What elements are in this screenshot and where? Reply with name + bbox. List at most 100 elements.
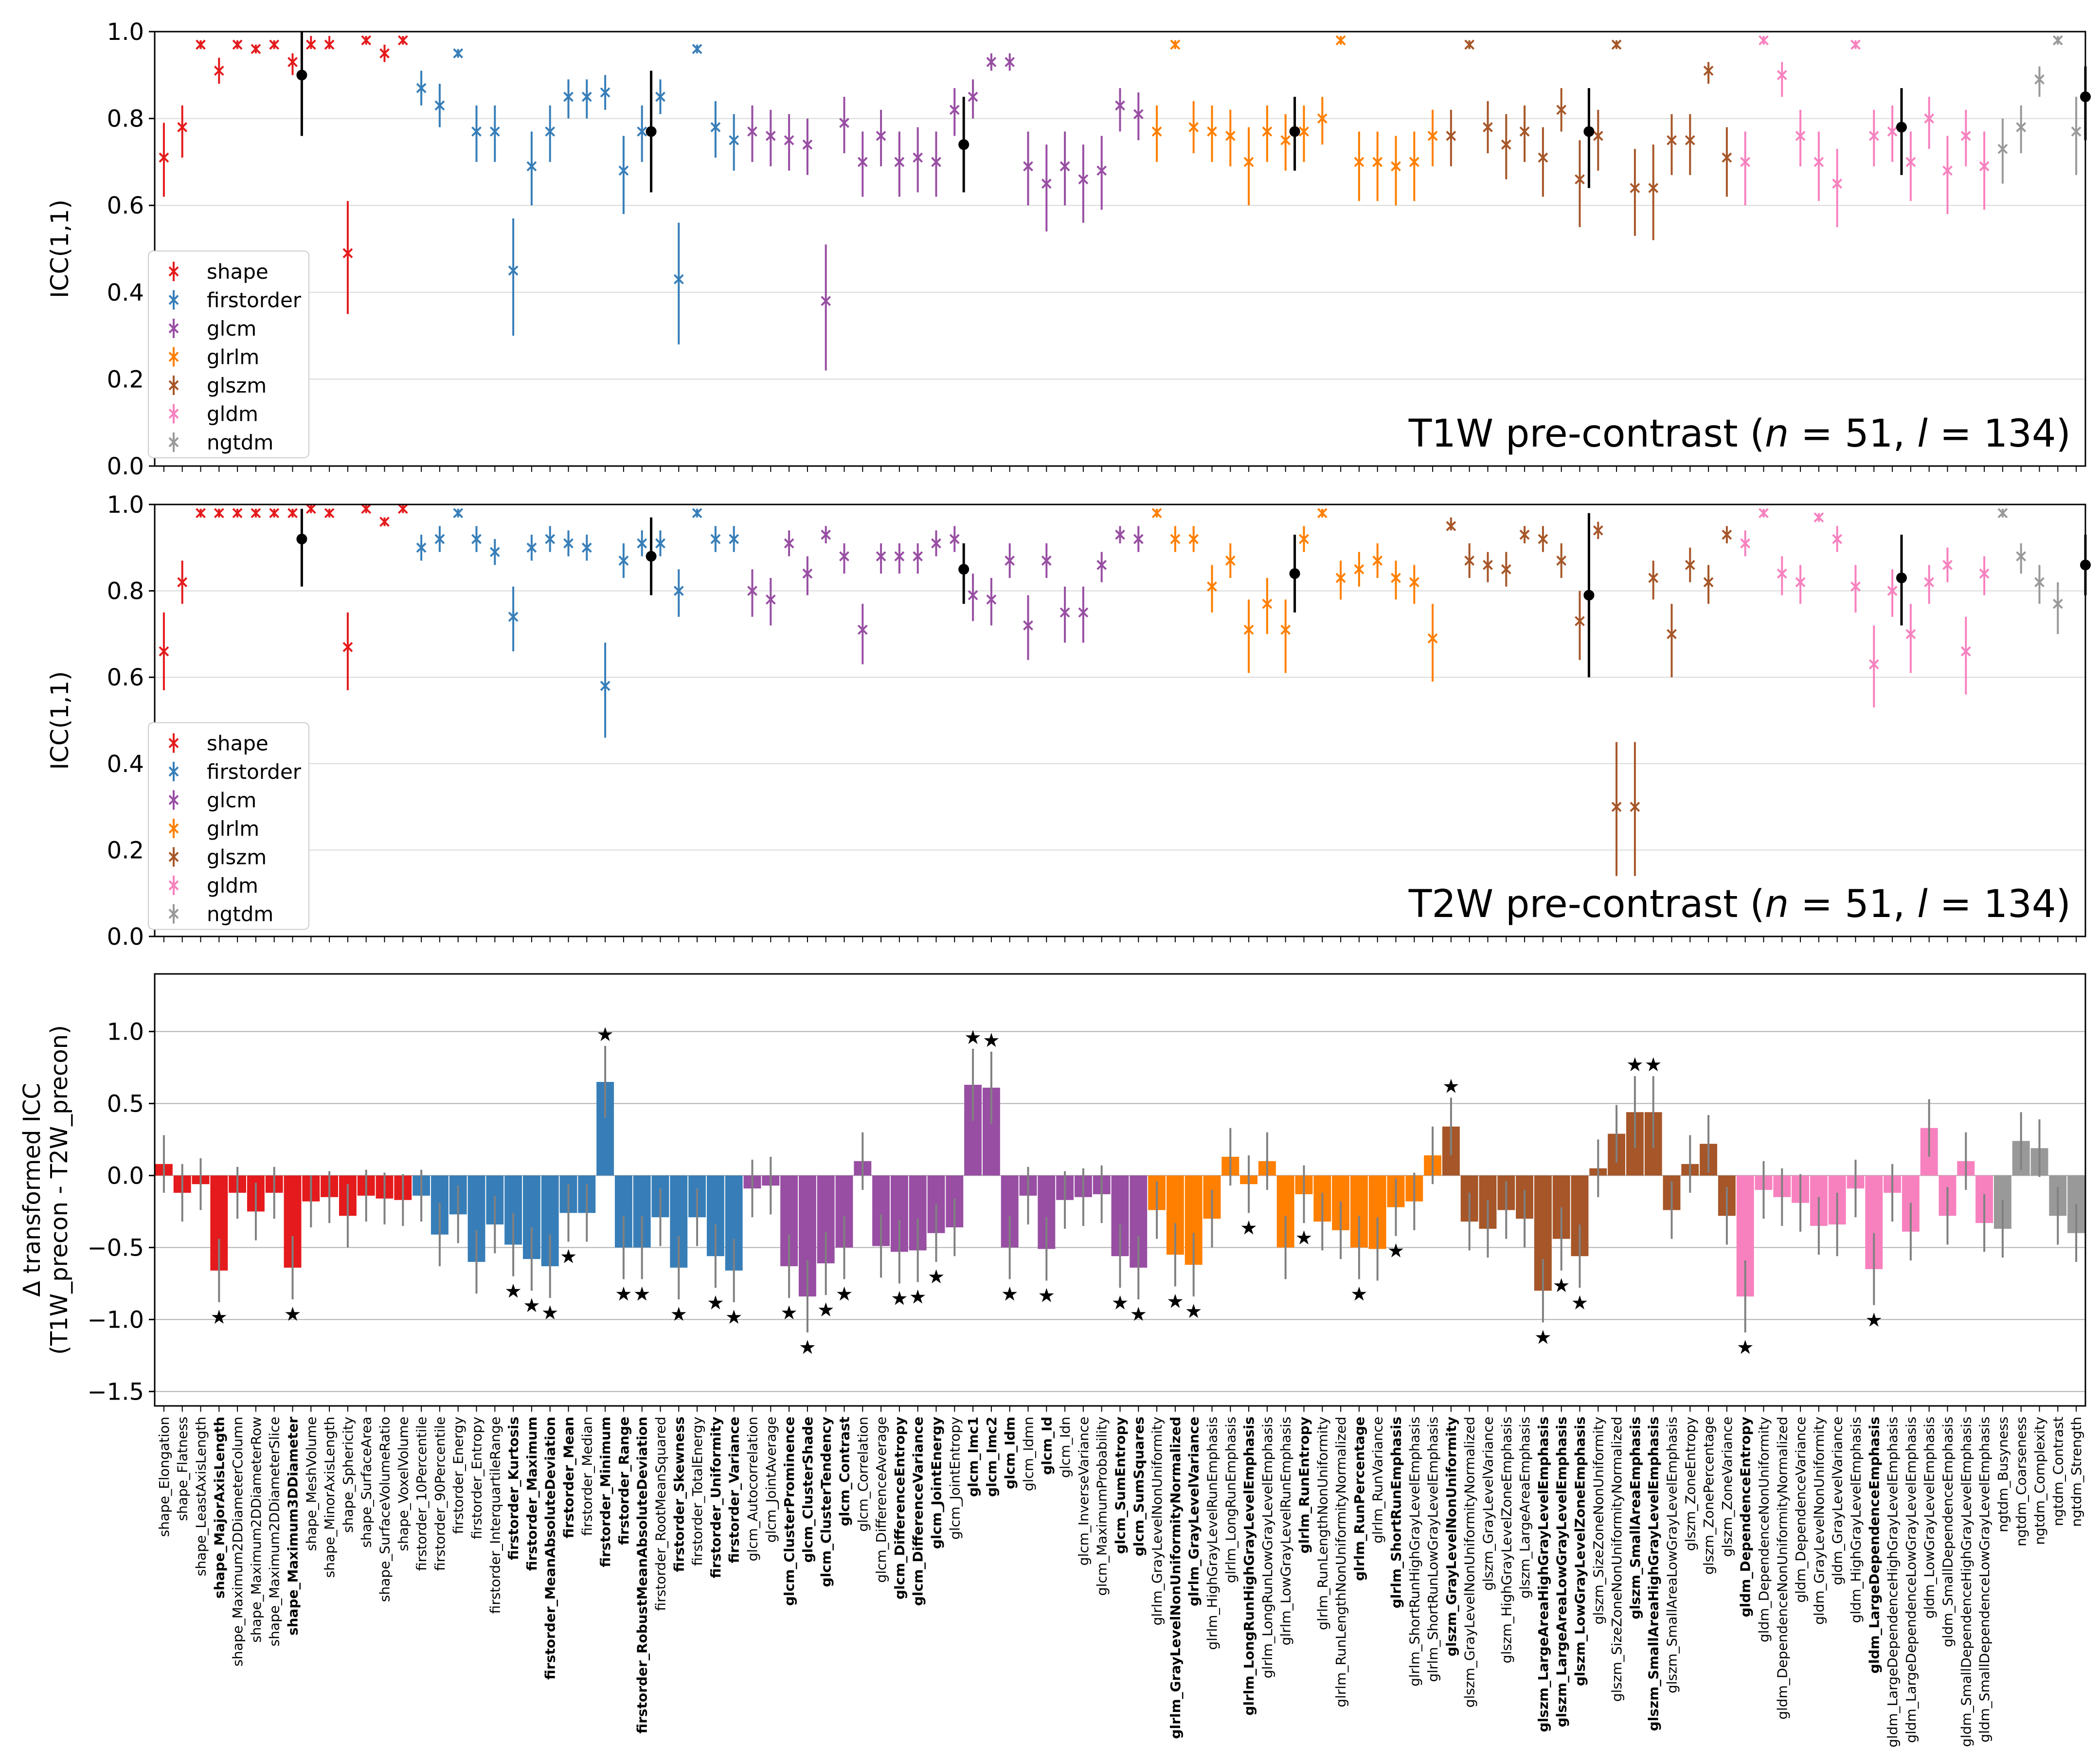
legend-label: firstorder (207, 288, 302, 312)
feature-tick-label: gldm_GrayLevelNonUniformity (1811, 1417, 1827, 1625)
icc-point (1575, 174, 1585, 185)
feature-tick-label: glcm_Autocorrelation (745, 1417, 761, 1561)
feature-tick-label: firstorder_10Percentile (413, 1417, 430, 1571)
icc-point (1207, 126, 1217, 137)
icc-point (1667, 629, 1677, 639)
icc-point (471, 126, 482, 137)
icc-point (1151, 508, 1162, 519)
icc-point (545, 126, 556, 137)
feature-tick-label: glrlm_GrayLevelNonUniformity (1149, 1417, 1165, 1625)
feature-tick-label: gldm_SmallDependenceLowGrayLevelEmphasis (1976, 1417, 1992, 1743)
feature-tick-label: firstorder_TotalEnergy (689, 1417, 705, 1566)
y-axis-label-line2: (T1W_precon - T2W_precon) (46, 1025, 73, 1355)
icc-point (1795, 577, 1806, 588)
y-axis-label-line1: Δ transformed ICC (18, 1083, 46, 1297)
legend-label: glcm (207, 788, 256, 812)
significance-star: ★ (541, 1302, 559, 1324)
feature-tick-label: glcm_DifferenceVariance (910, 1417, 926, 1606)
feature-tick-label: firstorder_Kurtosis (505, 1417, 521, 1560)
icc-point (563, 91, 574, 102)
icc-point (1078, 607, 1089, 618)
significance-star: ★ (1295, 1227, 1313, 1249)
y-tick-label: 0.2 (107, 837, 144, 864)
feature-tick-label: firstorder_Median (579, 1417, 595, 1536)
feature-tick-label: gldm_LargeDependenceLowGrayLevelEmphasis (1903, 1417, 1919, 1743)
significance-star: ★ (1167, 1290, 1184, 1313)
icc-point (839, 118, 849, 128)
panel-title: T1W pre-contrast (n = 51, l = 134) (1408, 412, 2071, 456)
feature-tick-label: glrlm_RunEntropy (1296, 1417, 1312, 1553)
significance-star: ★ (1185, 1300, 1203, 1323)
icc-point (1960, 646, 1971, 657)
icc-point (1611, 802, 1622, 812)
icc-point (1391, 573, 1401, 583)
icc-point (1777, 70, 1787, 80)
legend-label: glrlm (207, 345, 259, 369)
icc-point (1832, 179, 1843, 189)
icc-point (1464, 39, 1475, 50)
icc-point (1979, 568, 1990, 579)
feature-tick-label: glrlm_RunVariance (1370, 1417, 1386, 1544)
group-mean-point (646, 551, 657, 562)
icc-point (1868, 130, 1879, 141)
feature-tick-label: glrlm_LongRunHighGrayLevelEmphasis (1241, 1417, 1257, 1716)
icc-point (1170, 39, 1181, 50)
feature-tick-label: firstorder_Skewness (671, 1417, 687, 1572)
panel-title-part: = 51, (1789, 412, 1917, 456)
feature-tick-label: firstorder_RobustMeanAbsoluteDeviation (634, 1417, 650, 1734)
icc-point (1630, 183, 1640, 193)
legend-swatch-marker (168, 266, 179, 277)
legend-swatch-marker (168, 380, 179, 391)
icc-point (214, 65, 224, 76)
icc-point (1722, 529, 1732, 540)
significance-star: ★ (1553, 1275, 1570, 1297)
feature-tick-label: glcm_Id (1039, 1417, 1055, 1475)
icc-point (1832, 534, 1843, 544)
icc-point (159, 152, 169, 163)
legend-label: ngtdm (207, 902, 273, 926)
feature-tick-label: shape_SurfaceArea (359, 1417, 375, 1548)
significance-star: ★ (964, 1026, 982, 1049)
icc-point (1685, 135, 1695, 145)
legend-swatch-marker (168, 437, 179, 448)
icc-point (305, 503, 316, 514)
panel-title: T2W pre-contrast (n = 51, l = 134) (1408, 882, 2071, 926)
icc-point (232, 39, 243, 50)
group-mean-point (1289, 568, 1300, 579)
feature-tick-label: glrlm_RunPercentage (1351, 1417, 1367, 1581)
legend-label: firstorder (207, 760, 302, 784)
feature-tick-label: glrlm_HighGrayLevelRunEmphasis (1204, 1417, 1221, 1650)
icc-point (1280, 625, 1291, 635)
icc-point (1354, 564, 1364, 575)
icc-point (287, 508, 298, 519)
icc-point (968, 590, 978, 600)
group-mean-point (958, 139, 969, 150)
icc-point (196, 508, 206, 519)
feature-tick-label: glszm_LargeAreaHighGrayLevelEmphasis (1535, 1417, 1551, 1732)
icc-point (251, 508, 261, 519)
icc-point (655, 538, 665, 549)
feature-tick-label: firstorder_Range (616, 1417, 632, 1545)
icc-point (692, 508, 702, 519)
feature-tick-label: glszm_ZonePercentage (1701, 1417, 1717, 1575)
icc-point (1317, 508, 1328, 519)
icc-point (1427, 130, 1438, 141)
icc-point (1225, 130, 1236, 141)
t2w-icc-panel: 0.0 0.2 0.4 0.6 0.8 1.0 ICC(1,1) shape firstorde… (46, 0, 2091, 951)
icc-point (1243, 625, 1254, 635)
icc-point (1924, 577, 1935, 588)
legend-swatch-marker (168, 852, 179, 862)
feature-tick-labels: shape_Elongation shape_Flatness shape_Leas… (156, 1417, 2084, 1747)
significance-star: ★ (928, 1266, 945, 1288)
feature-tick-label: shape_VoxelVolume (395, 1417, 411, 1551)
feature-tick-label: glszm_ZoneEntropy (1682, 1417, 1698, 1551)
feature-tick-label: glszm_SizeZoneNonUniformity (1590, 1417, 1606, 1624)
feature-tick-label: glcm_JointEntropy (947, 1417, 963, 1540)
icc-point (2034, 577, 2045, 588)
feature-tick-label: glcm_Idn (1057, 1417, 1073, 1478)
icc-point (342, 248, 353, 258)
legend-label: shape (207, 731, 269, 755)
icc-point (269, 39, 280, 50)
icc-point (1740, 157, 1751, 167)
feature-tick-label: glszm_SmallAreaEmphasis (1627, 1417, 1643, 1619)
